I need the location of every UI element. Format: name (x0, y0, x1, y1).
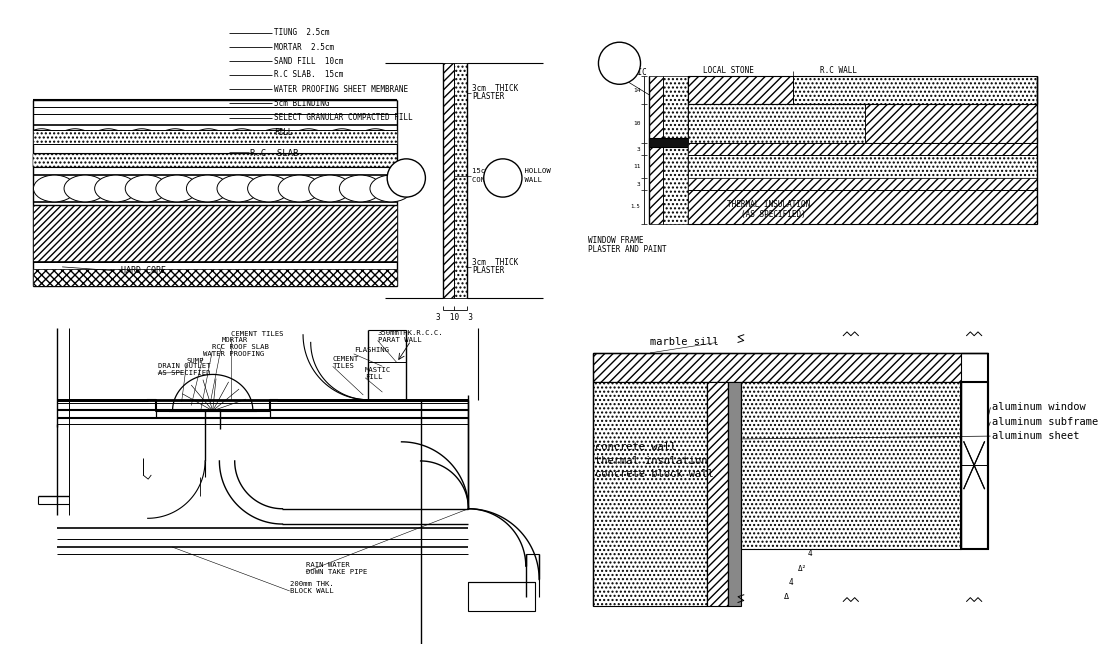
Text: FILL: FILL (274, 128, 293, 136)
Text: thermal insulation: thermal insulation (594, 456, 708, 466)
Bar (689, 178, 1037, 190)
Bar (960, 382, 987, 549)
Text: concrete block wall: concrete block wall (594, 469, 713, 479)
Bar (689, 155, 1037, 178)
Text: aluminum subframe: aluminum subframe (993, 416, 1099, 427)
Bar (33, 130, 397, 144)
Text: 200mm THK.
BLOCK WALL: 200mm THK. BLOCK WALL (289, 581, 334, 594)
Text: FLASHING: FLASHING (354, 347, 389, 353)
Bar (689, 142, 1037, 155)
Text: WATER PROOFING: WATER PROOFING (203, 351, 264, 357)
Bar (649, 138, 689, 148)
Ellipse shape (64, 175, 106, 202)
Text: 3cm  THICK: 3cm THICK (472, 84, 519, 93)
Text: R.C WALL: R.C WALL (821, 67, 857, 75)
Text: (AS SPECIFIED): (AS SPECIFIED) (741, 210, 805, 219)
Text: 350mmTHK.R.C.C.
PARAT WALL: 350mmTHK.R.C.C. PARAT WALL (378, 330, 444, 343)
Ellipse shape (370, 175, 413, 202)
Text: 4: 4 (788, 578, 793, 587)
Text: MORTAR  2.5cm: MORTAR 2.5cm (274, 42, 335, 51)
Text: LOCAL STONE: LOCAL STONE (703, 67, 753, 75)
Ellipse shape (33, 175, 75, 202)
Ellipse shape (186, 175, 228, 202)
Text: SELECT GRANULAR COMPACTED FILL: SELECT GRANULAR COMPACTED FILL (274, 113, 414, 123)
Text: 10: 10 (633, 121, 641, 126)
Bar (708, 382, 729, 606)
Ellipse shape (94, 175, 136, 202)
Text: WATER PROOFING SHEET MEMBRANE: WATER PROOFING SHEET MEMBRANE (274, 84, 408, 94)
Bar (741, 382, 960, 549)
Text: CEMENT TILES: CEMENT TILES (232, 331, 284, 337)
Text: 5cm BLINDING: 5cm BLINDING (274, 99, 329, 108)
Text: SAND FILL  10cm: SAND FILL 10cm (274, 57, 344, 66)
Text: RAIN WATER
DOWN TAKE PIPE: RAIN WATER DOWN TAKE PIPE (306, 561, 367, 575)
Text: RCC ROOF SLAB: RCC ROOF SLAB (212, 344, 269, 350)
Bar (689, 190, 1037, 224)
Text: SUMP: SUMP (186, 358, 204, 364)
Text: aluminum window: aluminum window (993, 403, 1086, 413)
Ellipse shape (156, 175, 197, 202)
Text: 3: 3 (637, 147, 641, 152)
Bar (468, 583, 536, 611)
Text: CONC. BLOCK WALL: CONC. BLOCK WALL (472, 177, 542, 183)
Text: MASTIC: MASTIC (620, 69, 648, 77)
Circle shape (484, 159, 522, 197)
Text: 3: 3 (637, 182, 641, 187)
Bar (592, 353, 960, 382)
Text: 3cm  THICK: 3cm THICK (472, 258, 519, 267)
Text: PLASTER AND PAINT: PLASTER AND PAINT (588, 245, 667, 254)
Text: TIUNG  2.5cm: TIUNG 2.5cm (274, 28, 329, 37)
Text: OUT: OUT (611, 58, 629, 69)
Bar (663, 76, 689, 224)
Text: Δ: Δ (784, 592, 788, 601)
Text: concrete wall: concrete wall (594, 442, 675, 451)
Text: PLASTER: PLASTER (472, 266, 505, 275)
Bar (729, 382, 741, 606)
Bar (454, 63, 467, 299)
Ellipse shape (278, 175, 321, 202)
Ellipse shape (125, 175, 167, 202)
Bar (865, 104, 1037, 142)
Bar (649, 76, 663, 224)
Bar (33, 205, 397, 262)
Bar (33, 269, 397, 286)
Text: marble sill: marble sill (650, 337, 719, 347)
Text: PLASTER: PLASTER (472, 92, 505, 101)
Text: MASTIC
FILL: MASTIC FILL (365, 368, 391, 380)
Ellipse shape (308, 175, 350, 202)
Ellipse shape (339, 175, 381, 202)
Text: 4: 4 (807, 549, 813, 558)
Ellipse shape (217, 175, 260, 202)
Bar (689, 104, 865, 142)
Circle shape (599, 42, 641, 84)
Text: 1.5: 1.5 (631, 204, 641, 209)
Bar (592, 382, 708, 606)
Circle shape (387, 159, 426, 197)
Text: 15cm THICK  HOLLOW: 15cm THICK HOLLOW (472, 168, 551, 174)
Ellipse shape (247, 175, 289, 202)
Text: 14: 14 (633, 88, 641, 92)
Text: WINDOW FRAME: WINDOW FRAME (588, 236, 643, 244)
Text: Δ²: Δ² (798, 563, 807, 573)
Bar (442, 63, 454, 299)
Text: HARD CORE: HARD CORE (121, 266, 166, 275)
Text: 11: 11 (633, 164, 641, 169)
Text: DRAIN OUTLET
AS SPECIFIED: DRAIN OUTLET AS SPECIFIED (157, 362, 211, 376)
Bar (33, 154, 397, 167)
Bar (689, 76, 793, 104)
Text: 3  10  3: 3 10 3 (436, 313, 474, 322)
Text: IN: IN (400, 173, 413, 183)
Text: aluminum sheet: aluminum sheet (993, 431, 1080, 441)
Text: MORTAR: MORTAR (222, 337, 248, 343)
Text: IN: IN (497, 173, 509, 183)
Text: CEMENT
TILES: CEMENT TILES (333, 356, 359, 369)
Text: THERMAL INSULATION: THERMAL INSULATION (726, 200, 810, 210)
Bar (793, 76, 1037, 104)
Text: R.C  SLAB.: R.C SLAB. (251, 149, 304, 158)
Text: R.C SLAB.  15cm: R.C SLAB. 15cm (274, 71, 344, 79)
